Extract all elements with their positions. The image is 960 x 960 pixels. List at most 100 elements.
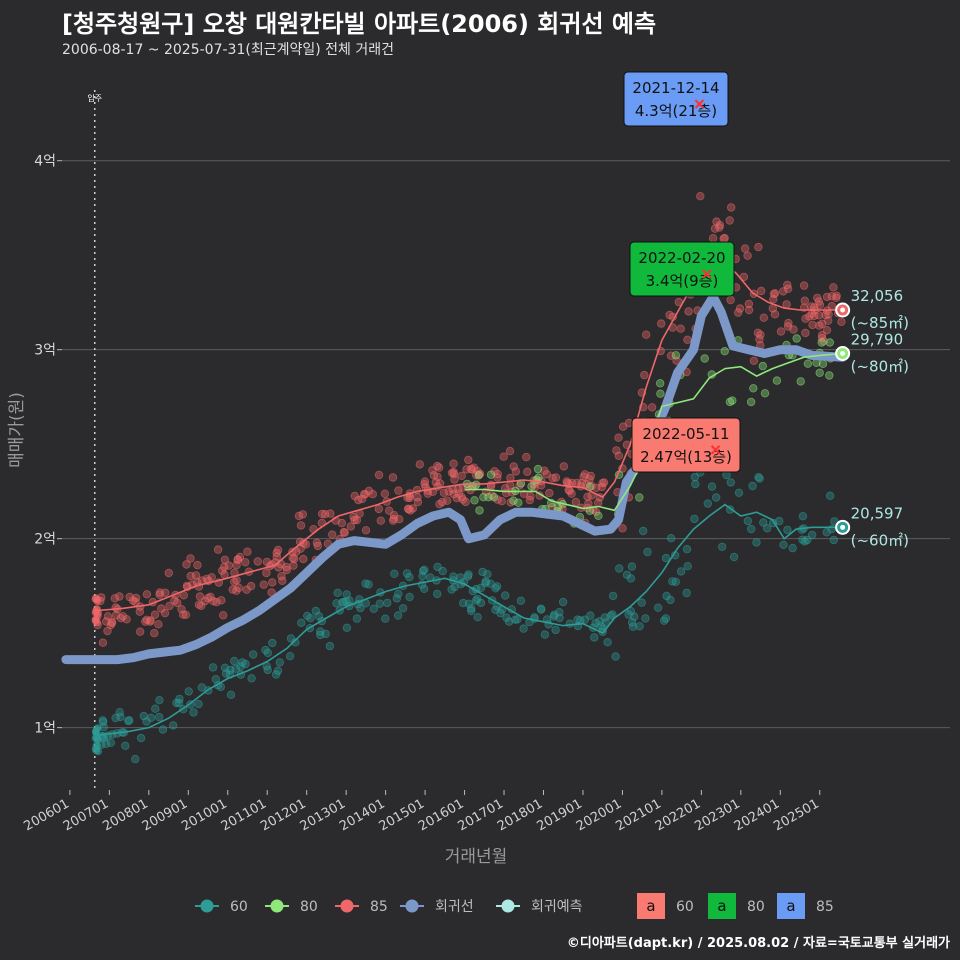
scatter-point-85: [744, 305, 754, 315]
scatter-point-85: [282, 565, 291, 575]
legend-label-item-60: a 60: [637, 893, 694, 919]
legend-item-회귀선: 회귀선: [400, 899, 474, 915]
scatter-point-60: [747, 524, 756, 534]
legend-label-item-80: a 80: [708, 893, 765, 919]
scatter-point-60: [762, 524, 772, 533]
y-tick-label: 3억: [34, 343, 56, 359]
scatter-point-60: [492, 582, 502, 591]
scatter-point-85: [734, 308, 743, 317]
scatter-point-60: [628, 622, 638, 631]
scatter-point-85: [776, 327, 786, 336]
scatter-point-60: [608, 591, 618, 601]
scatter-point-85: [206, 592, 215, 601]
scatter-point-85: [801, 328, 810, 338]
scatter-point-80: [818, 359, 828, 368]
max-label-price-85: 4.3억(21층): [635, 102, 717, 120]
scatter-point-80: [825, 338, 834, 347]
scatter-point-60: [516, 596, 526, 605]
scatter-point-60: [682, 545, 692, 554]
scatter-point-85: [220, 555, 230, 564]
scatter-point-60: [829, 535, 838, 545]
scatter-point-85: [230, 577, 239, 586]
scatter-point-60: [151, 704, 160, 713]
y-tick-label: 2억: [34, 532, 56, 548]
scatter-point-85: [106, 620, 116, 630]
scatter-point-60: [456, 573, 465, 582]
scatter-point-60: [226, 690, 236, 699]
scatter-point-85: [523, 467, 532, 476]
legend-label-item-85: a 85: [777, 893, 834, 919]
scatter-point-85: [160, 608, 170, 618]
scatter-point-60: [116, 712, 125, 722]
scatter-point-85: [361, 526, 371, 535]
scatter-point-60: [124, 716, 133, 726]
legend-label: 60: [230, 899, 248, 915]
scatter-point-85: [800, 296, 809, 305]
scatter-point-85: [288, 547, 297, 556]
scatter-point-60: [803, 535, 812, 545]
scatter-point-85: [725, 216, 734, 225]
legend-label-text: 85: [816, 899, 834, 915]
scatter-point-60: [615, 564, 624, 573]
scatter-point-60: [381, 614, 390, 623]
scatter-point-85: [415, 460, 424, 469]
scatter-point-60: [491, 605, 500, 614]
scatter-point-85: [443, 496, 452, 505]
scatter-point-85: [273, 545, 283, 555]
scatter-point-60: [394, 589, 403, 598]
scatter-point-85: [784, 318, 793, 328]
scatter-point-85: [837, 317, 846, 326]
scatter-point-60: [775, 516, 784, 526]
scatter-point-60: [189, 708, 198, 717]
legend-label-glyph: a: [646, 897, 655, 915]
legend-item-80: 80: [265, 899, 318, 915]
scatter-point-85: [464, 455, 473, 465]
end-area-85: (~85㎡): [851, 314, 909, 332]
scatter-point-85: [213, 545, 223, 554]
scatter-point-85: [499, 452, 508, 461]
scatter-point-60: [691, 479, 700, 489]
scatter-point-60: [467, 604, 476, 613]
scatter-point-60: [748, 481, 757, 491]
legend-label-swatch: [637, 893, 665, 919]
scatter-point-80: [803, 359, 813, 368]
scatter-point-60: [611, 652, 620, 661]
scatter-point-85: [726, 295, 735, 305]
scatter-point-60: [194, 699, 203, 709]
scatter-point-80: [472, 480, 481, 489]
scatter-point-60: [473, 613, 482, 622]
scatter-point-60: [236, 662, 245, 671]
scatter-point-80: [772, 376, 782, 385]
scatter-point-85: [289, 561, 298, 570]
scatter-point-60: [703, 499, 712, 508]
scatter-point-85: [640, 370, 649, 380]
scatter-point-60: [383, 598, 392, 608]
legend-label: 회귀선: [435, 899, 474, 915]
scatter-point-60: [352, 614, 362, 623]
scatter-point-60: [342, 597, 351, 606]
scatter-point-60: [540, 630, 550, 639]
scatter-point-60: [754, 473, 763, 482]
scatter-point-85: [807, 309, 816, 318]
scatter-point-85: [186, 554, 195, 563]
scatter-point-85: [219, 562, 229, 572]
scatter-point-60: [637, 598, 646, 607]
scatter-point-60: [729, 552, 739, 562]
scatter-point-80: [475, 506, 484, 515]
scatter-point-85: [406, 506, 415, 515]
scatter-point-60: [158, 725, 168, 734]
scatter-point-85: [782, 300, 791, 309]
scatter-point-85: [253, 557, 262, 566]
scatter-point-60: [184, 687, 193, 696]
scatter-point-85: [740, 244, 750, 253]
legend-item-60: 60: [195, 899, 248, 915]
scatter-point-85: [268, 578, 277, 587]
scatter-point-60: [690, 472, 700, 482]
scatter-point-60: [285, 652, 295, 661]
scatter-point-80: [760, 389, 770, 398]
scatter-point-85: [296, 544, 305, 553]
scatter-point-80: [533, 464, 543, 474]
scatter-point-60: [106, 738, 115, 747]
scatter-point-85: [449, 459, 458, 468]
